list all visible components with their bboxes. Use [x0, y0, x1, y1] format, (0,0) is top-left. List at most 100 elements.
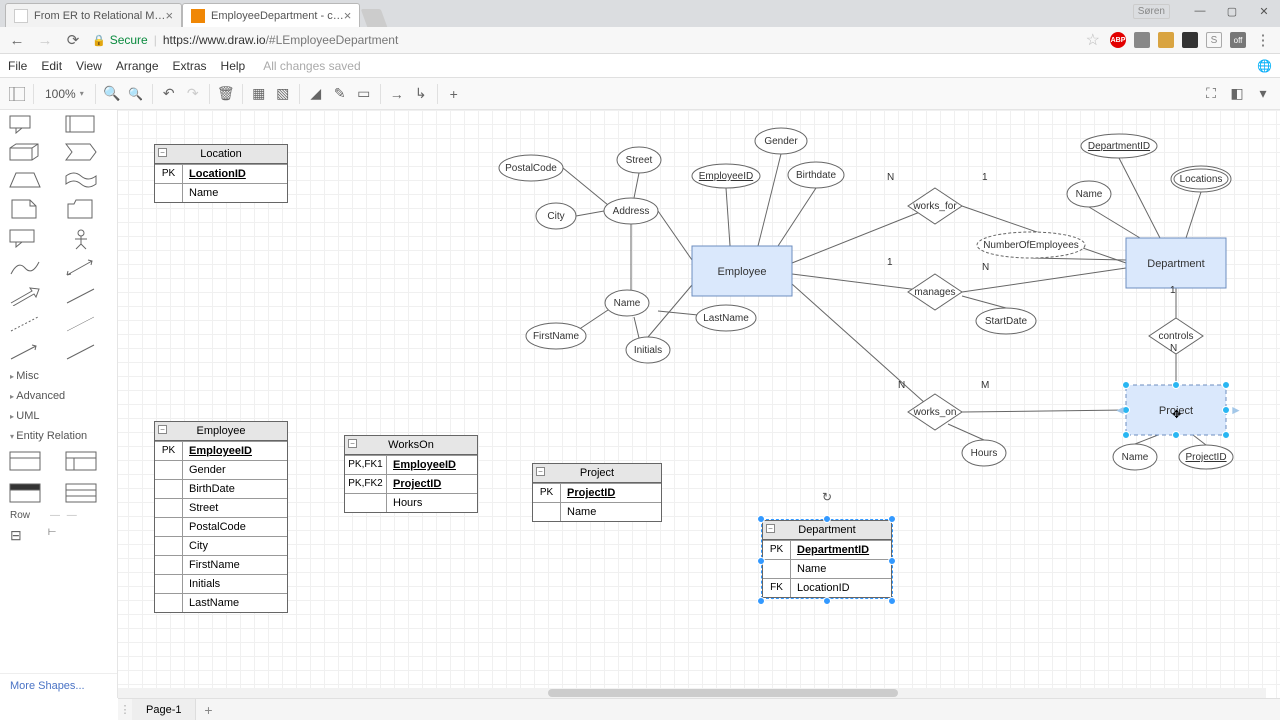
scrollbar-thumb[interactable]	[548, 689, 898, 697]
shape-note[interactable]	[8, 198, 54, 220]
table-department[interactable]: −DepartmentPKDepartmentIDNameFKLocationI…	[762, 520, 892, 598]
fill-color-button[interactable]: ◢	[305, 83, 327, 105]
sidebar-misc[interactable]: Misc	[0, 366, 117, 386]
browser-tab-0[interactable]: From ER to Relational M… ×	[5, 3, 182, 27]
zoom-select[interactable]: 100%	[39, 87, 90, 101]
menu-edit[interactable]: Edit	[41, 59, 62, 73]
tab-strip: From ER to Relational M… × EmployeeDepar…	[0, 0, 1280, 27]
menu-view[interactable]: View	[76, 59, 102, 73]
sidebar-uml[interactable]: UML	[0, 406, 117, 426]
forward-button[interactable]: →	[36, 31, 54, 49]
tab-title-0: From ER to Relational M…	[34, 10, 165, 22]
zoom-in-button[interactable]: 🔍	[101, 83, 123, 105]
menu-extras[interactable]: Extras	[173, 59, 207, 73]
add-page-button[interactable]: +	[196, 702, 220, 718]
omnibox[interactable]: 🔒 Secure | https://www.draw.io/#LEmploye…	[92, 33, 1076, 47]
tab-close-0[interactable]: ×	[165, 8, 173, 23]
redo-button[interactable]: ↷	[182, 83, 204, 105]
ext-3-icon[interactable]	[1158, 32, 1174, 48]
shape-arrow-block[interactable]	[8, 286, 54, 306]
app-toolbar: 100% 🔍 🔍 ↶ ↷ 🗑 ▦ ▧ ◢ ✎ ▭ → ↳ + ⛶ ◧ ▾	[0, 78, 1280, 110]
favicon-1	[191, 9, 205, 23]
close-window-button[interactable]: ✕	[1248, 0, 1280, 22]
shape-actor[interactable]	[64, 228, 110, 250]
shape-tape[interactable]	[64, 170, 110, 190]
collapse-button[interactable]: ▾	[1252, 83, 1274, 105]
fullscreen-button[interactable]: ⛶	[1200, 83, 1222, 105]
minimize-button[interactable]: —	[1184, 0, 1216, 22]
format-panel-button[interactable]: ◧	[1226, 83, 1248, 105]
shape-folder[interactable]	[64, 198, 110, 220]
shape-palette	[0, 110, 117, 366]
menu-arrange[interactable]: Arrange	[116, 59, 159, 73]
bookmark-star[interactable]: ☆	[1086, 30, 1100, 50]
page-tab-1[interactable]: Page-1	[132, 699, 196, 720]
er-table-4[interactable]	[64, 482, 110, 504]
er-list-icon[interactable]: ⊟	[10, 527, 22, 544]
zoom-out-button[interactable]: 🔍	[125, 83, 147, 105]
waypoint-button[interactable]: ↳	[410, 83, 432, 105]
window-controls: — ▢ ✕	[1184, 0, 1280, 22]
browser-tab-1[interactable]: EmployeeDepartment - c… ×	[182, 3, 360, 27]
tab-close-1[interactable]: ×	[344, 8, 352, 23]
back-button[interactable]: ←	[8, 31, 26, 49]
shape-line-dashed[interactable]	[8, 314, 54, 334]
table-location[interactable]: −LocationPKLocationIDName	[154, 144, 288, 203]
shape-cube[interactable]	[8, 142, 54, 162]
shadow-button[interactable]: ▭	[353, 83, 375, 105]
menu-file[interactable]: File	[8, 59, 27, 73]
er-palette	[0, 446, 117, 508]
shape-line-thin[interactable]	[64, 286, 110, 306]
shape-step[interactable]	[64, 142, 110, 162]
table-employee[interactable]: −EmployeePKEmployeeIDGenderBirthDateStre…	[154, 421, 288, 613]
chrome-user[interactable]: Søren	[1133, 4, 1170, 19]
table-project[interactable]: −ProjectPKProjectIDName	[532, 463, 662, 522]
horizontal-scrollbar[interactable]	[118, 688, 1266, 698]
language-button[interactable]: 🌐	[1257, 59, 1272, 73]
shape-arrow-open[interactable]	[8, 342, 54, 362]
table-workson[interactable]: −WorksOnPK,FK1EmployeeIDPK,FK2ProjectIDH…	[344, 435, 478, 513]
ext-4-icon[interactable]	[1182, 32, 1198, 48]
ext-abp-icon[interactable]: ABP	[1110, 32, 1126, 48]
er-table-2[interactable]	[64, 450, 110, 472]
new-tab-button[interactable]	[361, 9, 388, 27]
line-color-button[interactable]: ✎	[329, 83, 351, 105]
page-tabbar: ⋮ Page-1 +	[118, 698, 1280, 720]
reload-button[interactable]: ⟳	[64, 31, 82, 49]
shape-card[interactable]	[64, 114, 110, 134]
shape-curve[interactable]	[8, 258, 54, 278]
delete-button[interactable]: 🗑	[215, 83, 237, 105]
shape-callout[interactable]	[8, 114, 54, 134]
shape-sidebar: Misc Advanced UML Entity Relation Row — …	[0, 110, 118, 698]
to-front-button[interactable]: ▦	[248, 83, 270, 105]
er-table-1[interactable]	[8, 450, 54, 472]
ext-2-icon[interactable]	[1134, 32, 1150, 48]
more-shapes-button[interactable]: More Shapes...	[0, 673, 117, 698]
er-table-3[interactable]	[8, 482, 54, 504]
insert-button[interactable]: +	[443, 83, 465, 105]
to-back-button[interactable]: ▧	[272, 83, 294, 105]
shape-line-thin2[interactable]	[64, 314, 110, 334]
shape-line-plain[interactable]	[64, 342, 110, 362]
sidebar-advanced[interactable]: Advanced	[0, 386, 117, 406]
shape-trapezoid[interactable]	[8, 170, 54, 190]
tab-grip[interactable]: ⋮	[118, 703, 132, 716]
canvas[interactable]: works_formanagesworks_oncontrolsEmployee…	[118, 110, 1280, 698]
er-item-icon[interactable]: ⊢	[48, 527, 57, 544]
url-path: /#LEmployeeDepartment	[266, 33, 399, 47]
connection-button[interactable]: →	[386, 83, 408, 105]
sidebar-toggle-button[interactable]	[6, 83, 28, 105]
er-row-style[interactable]: — —	[50, 510, 79, 521]
extension-icons: ABP S off ⋮	[1110, 31, 1272, 49]
ext-6-icon[interactable]: off	[1230, 32, 1246, 48]
maximize-button[interactable]: ▢	[1216, 0, 1248, 22]
er-row-label[interactable]: Row	[10, 510, 30, 521]
chrome-menu-button[interactable]: ⋮	[1254, 31, 1272, 49]
sidebar-er[interactable]: Entity Relation	[0, 426, 117, 446]
shape-arrow-bi[interactable]	[64, 258, 110, 278]
secure-label: Secure	[110, 33, 148, 47]
undo-button[interactable]: ↶	[158, 83, 180, 105]
shape-comment[interactable]	[8, 228, 54, 250]
menu-help[interactable]: Help	[221, 59, 246, 73]
ext-5-icon[interactable]: S	[1206, 32, 1222, 48]
